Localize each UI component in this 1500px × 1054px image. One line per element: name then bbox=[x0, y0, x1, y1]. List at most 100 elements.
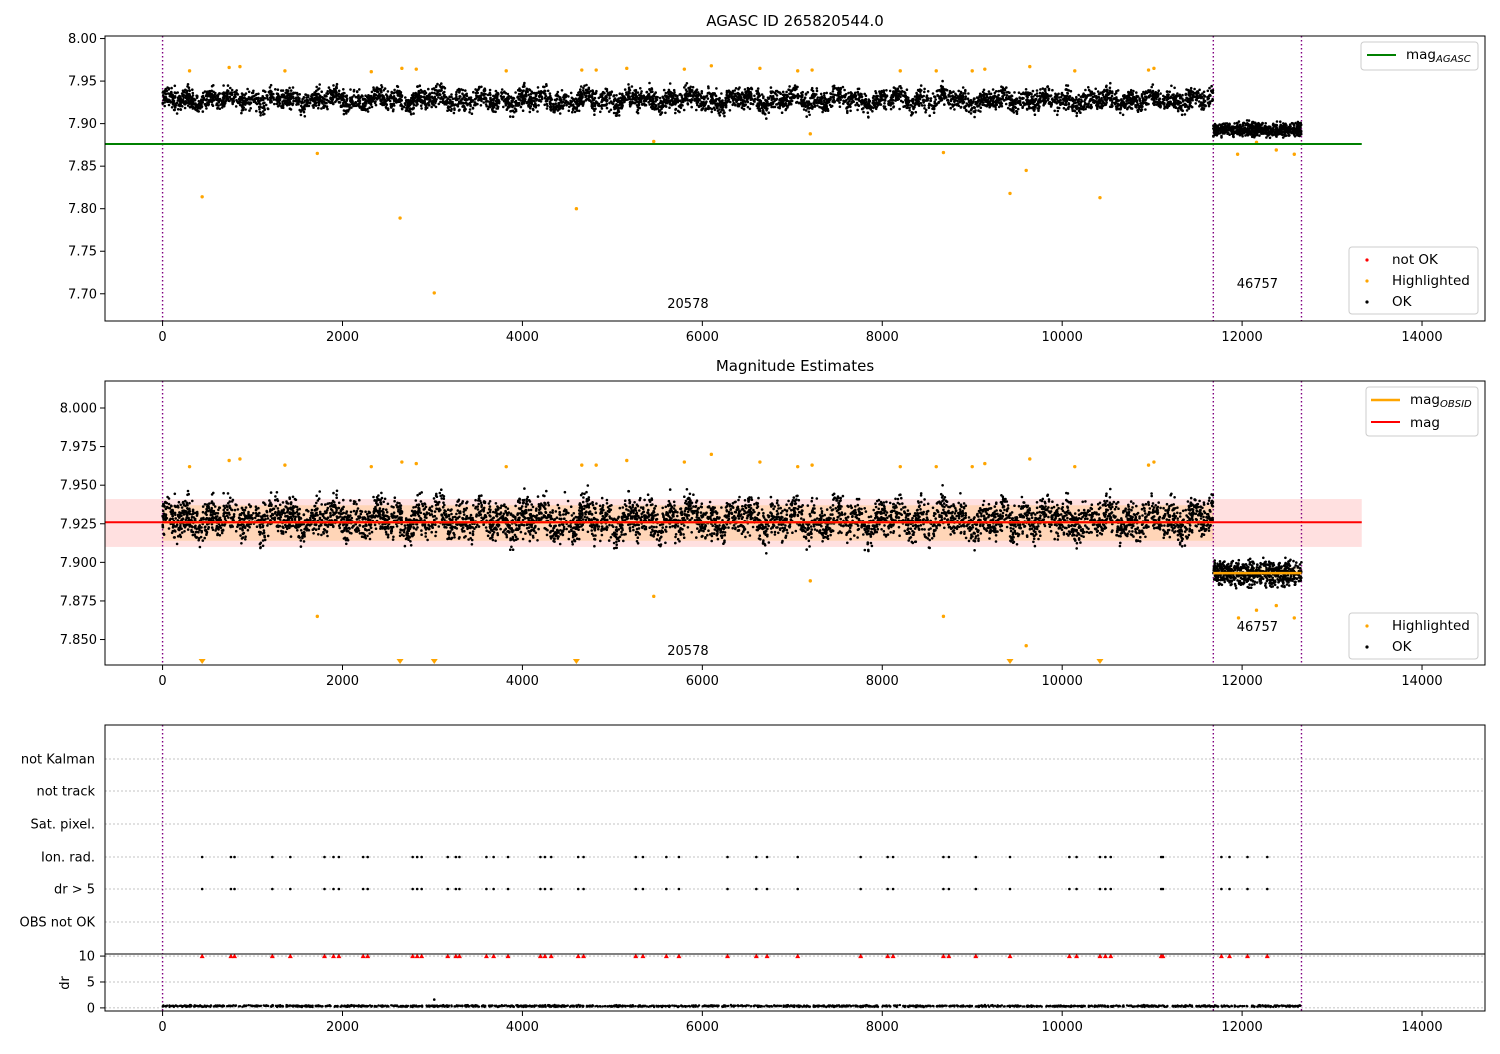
p1-ok-point bbox=[348, 104, 351, 107]
p1-ok-point bbox=[1144, 99, 1147, 102]
p1-ok-point bbox=[602, 104, 605, 107]
p1-ok-point bbox=[1119, 112, 1122, 115]
p1-ok-point bbox=[300, 114, 303, 117]
p1-ok-point bbox=[1054, 101, 1057, 104]
p1-ok-point bbox=[248, 91, 251, 94]
p1-ok-point bbox=[221, 102, 224, 105]
p1-ok-point bbox=[973, 116, 976, 119]
p1-ok-point bbox=[1130, 89, 1133, 92]
p1-ok-point bbox=[965, 109, 968, 112]
p1-ok-point bbox=[1082, 106, 1085, 109]
p1-ok-point bbox=[183, 102, 186, 105]
p1-ok-point bbox=[995, 108, 998, 111]
p1-ok-point bbox=[562, 107, 565, 110]
p1-ok-point bbox=[858, 98, 861, 101]
p1-ok-point bbox=[392, 108, 395, 111]
p1-ok-point bbox=[808, 111, 811, 114]
p1-ok-point bbox=[639, 100, 642, 103]
p1-ok-point bbox=[1087, 94, 1090, 97]
p1-ok-point bbox=[1172, 93, 1175, 96]
p1-ok-point bbox=[947, 94, 950, 97]
p1-ok-point bbox=[950, 100, 953, 103]
p1-ok-point bbox=[628, 92, 631, 95]
p1-ok-point bbox=[443, 95, 446, 98]
p1-ok-point bbox=[1003, 99, 1006, 102]
p1-ok-point bbox=[881, 95, 884, 98]
p1-ok-point bbox=[187, 104, 190, 107]
p1-ok-point bbox=[606, 99, 609, 102]
p1-ok-point bbox=[907, 102, 910, 105]
p1-ok-point bbox=[292, 86, 295, 89]
p1-ok-point bbox=[163, 92, 166, 95]
p1-ok-point bbox=[1173, 87, 1176, 90]
p1-ok-point bbox=[918, 104, 921, 107]
p1-ok-point bbox=[798, 95, 801, 98]
p1-ok-point bbox=[1066, 95, 1069, 98]
p1-ok-point bbox=[575, 97, 578, 100]
p1-ok-point bbox=[878, 101, 881, 104]
p1-ok-point bbox=[639, 87, 642, 90]
p1-ok-point bbox=[307, 101, 310, 104]
p1-ok-point bbox=[288, 87, 291, 90]
p1-ok-point bbox=[307, 94, 310, 97]
p1-ok-point bbox=[412, 92, 415, 95]
p1-ok-point bbox=[836, 94, 839, 97]
p1-ok-point bbox=[219, 92, 222, 95]
p1-ok-point bbox=[631, 85, 634, 88]
p1-ok-point bbox=[843, 89, 846, 92]
p1-ok-point bbox=[958, 101, 961, 104]
p1-ok-point bbox=[565, 101, 568, 104]
p1-ok-point bbox=[472, 91, 475, 94]
p1-ok-point bbox=[850, 91, 853, 94]
p1-ok-point bbox=[182, 90, 185, 93]
p1-ok-point bbox=[231, 89, 234, 92]
p1-ok-point bbox=[280, 105, 283, 108]
p1-ok-point bbox=[563, 98, 566, 101]
p1-ok-point bbox=[552, 104, 555, 107]
p1-ok-point bbox=[489, 97, 492, 100]
p1-ok-point bbox=[1208, 105, 1211, 108]
p1-ok-point bbox=[500, 91, 503, 94]
p1-ok-point bbox=[172, 94, 175, 97]
p1-ok-point bbox=[651, 90, 654, 93]
p1-ok-point bbox=[679, 104, 682, 107]
p1-ok-point bbox=[282, 89, 285, 92]
p1-ok-point bbox=[745, 95, 748, 98]
p1-ok-point bbox=[462, 89, 465, 92]
p1-ok-point bbox=[603, 99, 606, 102]
p1-ok-point bbox=[201, 100, 204, 103]
p1-ok-point bbox=[1008, 98, 1011, 101]
p1-ok-point bbox=[683, 86, 686, 89]
p1-ok-point bbox=[1105, 93, 1108, 96]
p1-ok-point bbox=[560, 100, 563, 103]
p1-ok-point bbox=[808, 114, 811, 117]
p1-ok-point bbox=[1011, 99, 1014, 102]
p1-ok-point bbox=[474, 88, 477, 91]
p1-ok-point bbox=[171, 106, 174, 109]
p1-ok-point bbox=[718, 98, 721, 101]
p1-ok-point bbox=[163, 105, 166, 108]
p1-ok-point bbox=[825, 92, 828, 95]
p1-ok-point bbox=[919, 95, 922, 98]
p1-ok-point bbox=[1084, 89, 1087, 92]
p1-ok-point bbox=[898, 108, 901, 111]
p1-ok-point bbox=[310, 95, 313, 98]
p1-ok-point bbox=[839, 93, 842, 96]
p1-ok-point bbox=[480, 92, 483, 95]
p1-ok-point bbox=[1034, 113, 1037, 116]
p1-ok-point bbox=[1063, 107, 1066, 110]
p1-ok-point bbox=[480, 86, 483, 89]
p1-ok-point bbox=[1208, 97, 1211, 100]
p1-ok-point bbox=[425, 104, 428, 107]
p1-ok-point bbox=[613, 112, 616, 115]
p1-ok-point bbox=[1105, 85, 1108, 88]
p1-ok-point bbox=[857, 88, 860, 91]
p1-ok-point bbox=[243, 96, 246, 99]
p1-ok-point bbox=[1042, 87, 1045, 90]
p1-ok-point bbox=[571, 97, 574, 100]
p1-ok-point bbox=[619, 92, 622, 95]
p1-ok-point bbox=[904, 92, 907, 95]
p1-ok-point bbox=[905, 98, 908, 101]
p1-ok-point bbox=[1053, 110, 1056, 113]
p1-ok-point bbox=[458, 109, 461, 112]
